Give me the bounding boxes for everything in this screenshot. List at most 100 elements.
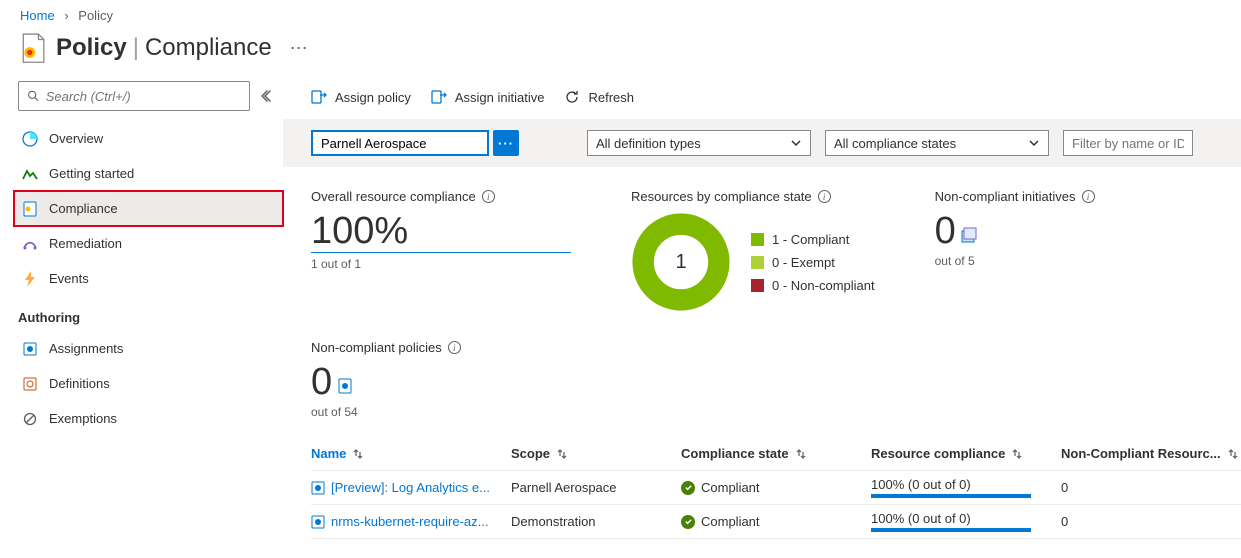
cell-noncompliant-resources: 0 <box>1061 480 1241 495</box>
compliant-icon <box>681 481 695 495</box>
compliance-donut: 1 <box>631 212 731 312</box>
nav-label: Assignments <box>49 341 123 356</box>
swatch-icon <box>751 233 764 246</box>
nav-compliance[interactable]: Compliance <box>14 191 283 226</box>
policy-icon <box>20 33 46 63</box>
refresh-icon <box>564 89 580 105</box>
col-scope[interactable]: Scope <box>511 446 681 461</box>
nav-overview[interactable]: Overview <box>14 121 283 156</box>
compliance-states-dropdown[interactable]: All compliance states <box>825 130 1049 156</box>
info-icon[interactable]: i <box>482 190 495 203</box>
compliance-bar <box>871 528 1031 532</box>
metric-title: Non-compliant policies <box>311 340 442 355</box>
sort-icon <box>795 448 807 460</box>
scope-input[interactable] <box>311 130 489 156</box>
definition-types-dropdown[interactable]: All definition types <box>587 130 811 156</box>
table-row[interactable]: nrms-kubernet-require-az...Demonstration… <box>311 505 1241 539</box>
policy-icon <box>336 377 354 395</box>
initiative-icon <box>960 226 978 244</box>
breadcrumb-separator: › <box>64 8 68 23</box>
noncompliant-initiatives-card: Non-compliant initiatives i 0 out of 5 <box>935 189 1095 312</box>
breadcrumb-current: Policy <box>78 8 113 23</box>
col-state[interactable]: Compliance state <box>681 446 871 461</box>
nav-events[interactable]: Events <box>14 261 283 296</box>
filter-by-name-input[interactable] <box>1063 130 1193 156</box>
remediation-icon <box>21 235 39 253</box>
table-row[interactable]: [Preview]: Log Analytics e...Parnell Aer… <box>311 471 1241 505</box>
policy-icon <box>311 481 325 495</box>
policies-table: Name Scope Compliance state Resource com… <box>311 437 1241 539</box>
collapse-sidebar-button[interactable] <box>256 89 280 103</box>
donut-legend: 1 - Compliant 0 - Exempt 0 - Non-complia… <box>751 232 875 293</box>
col-noncompliant-resources[interactable]: Non-Compliant Resourc... <box>1061 446 1241 461</box>
info-icon[interactable]: i <box>818 190 831 203</box>
definitions-icon <box>21 375 39 393</box>
chevron-down-icon <box>790 137 802 149</box>
sort-icon <box>1011 448 1023 460</box>
col-resource-compliance[interactable]: Resource compliance <box>871 446 1061 461</box>
toolbar: Assign policy Assign initiative Refresh <box>311 81 1241 113</box>
nav-label: Definitions <box>49 376 110 391</box>
getting-started-icon <box>21 165 39 183</box>
compliance-bar <box>871 494 1031 498</box>
nav-label: Exemptions <box>49 411 117 426</box>
nav-assignments[interactable]: Assignments <box>14 331 283 366</box>
legend-label: 0 - Exempt <box>772 255 835 270</box>
header-more-button[interactable]: ⋯ <box>290 38 310 59</box>
page-title: Policy|Compliance <box>56 34 272 62</box>
cell-resource-compliance: 100% (0 out of 0) <box>871 511 1061 532</box>
swatch-icon <box>751 279 764 292</box>
nci-sub: out of 5 <box>935 254 1095 268</box>
compliance-icon <box>21 200 39 218</box>
nav-exemptions[interactable]: Exemptions <box>14 401 283 436</box>
cell-name[interactable]: nrms-kubernet-require-az... <box>311 514 511 529</box>
toolbar-label: Assign initiative <box>455 90 545 105</box>
legend-exempt: 0 - Exempt <box>751 255 875 270</box>
dropdown-label: All compliance states <box>834 136 956 151</box>
col-name[interactable]: Name <box>311 446 511 461</box>
info-icon[interactable]: i <box>1082 190 1095 203</box>
sidebar-search[interactable] <box>18 81 250 111</box>
overall-compliance-sub: 1 out of 1 <box>311 257 571 271</box>
legend-label: 0 - Non-compliant <box>772 278 875 293</box>
refresh-button[interactable]: Refresh <box>564 89 634 105</box>
swatch-icon <box>751 256 764 269</box>
cell-name[interactable]: [Preview]: Log Analytics e... <box>311 480 511 495</box>
ncp-value: 0 <box>311 363 1241 401</box>
dropdown-label: All definition types <box>596 136 701 151</box>
assign-initiative-button[interactable]: Assign initiative <box>431 89 545 105</box>
metric-title: Non-compliant initiatives <box>935 189 1076 204</box>
sort-icon <box>352 448 364 460</box>
sidebar-search-input[interactable] <box>46 89 241 104</box>
donut-center-value: 1 <box>631 212 731 312</box>
cell-noncompliant-resources: 0 <box>1061 514 1241 529</box>
overview-icon <box>21 130 39 148</box>
breadcrumb-home[interactable]: Home <box>20 8 55 23</box>
page-header: Policy|Compliance ⋯ <box>0 27 1241 81</box>
table-header: Name Scope Compliance state Resource com… <box>311 437 1241 471</box>
scope-picker-button[interactable]: ··· <box>493 130 519 156</box>
nav-remediation[interactable]: Remediation <box>14 226 283 261</box>
main-content: Assign policy Assign initiative Refresh … <box>283 81 1241 539</box>
nav-getting-started[interactable]: Getting started <box>14 156 283 191</box>
nav-label: Remediation <box>49 236 122 251</box>
noncompliant-policies-card: Non-compliant policies i 0 out of 54 <box>311 340 1241 419</box>
overall-compliance-card: Overall resource compliance i 100% 1 out… <box>311 189 571 312</box>
nav-definitions[interactable]: Definitions <box>14 366 283 401</box>
overall-compliance-value: 100% <box>311 212 571 250</box>
filter-bar: ··· All definition types All compliance … <box>283 119 1241 167</box>
info-icon[interactable]: i <box>448 341 461 354</box>
assign-policy-button[interactable]: Assign policy <box>311 89 411 105</box>
cell-scope: Parnell Aerospace <box>511 480 681 495</box>
nav-label: Compliance <box>49 201 118 216</box>
cell-state: Compliant <box>681 480 871 495</box>
legend-noncompliant: 0 - Non-compliant <box>751 278 875 293</box>
assign-icon <box>311 89 327 105</box>
nav-label: Events <box>49 271 89 286</box>
cell-resource-compliance: 100% (0 out of 0) <box>871 477 1061 498</box>
legend-compliant: 1 - Compliant <box>751 232 875 247</box>
metric-underline <box>311 252 571 253</box>
nci-value: 0 <box>935 212 1095 250</box>
nav-label: Overview <box>49 131 103 146</box>
legend-label: 1 - Compliant <box>772 232 849 247</box>
